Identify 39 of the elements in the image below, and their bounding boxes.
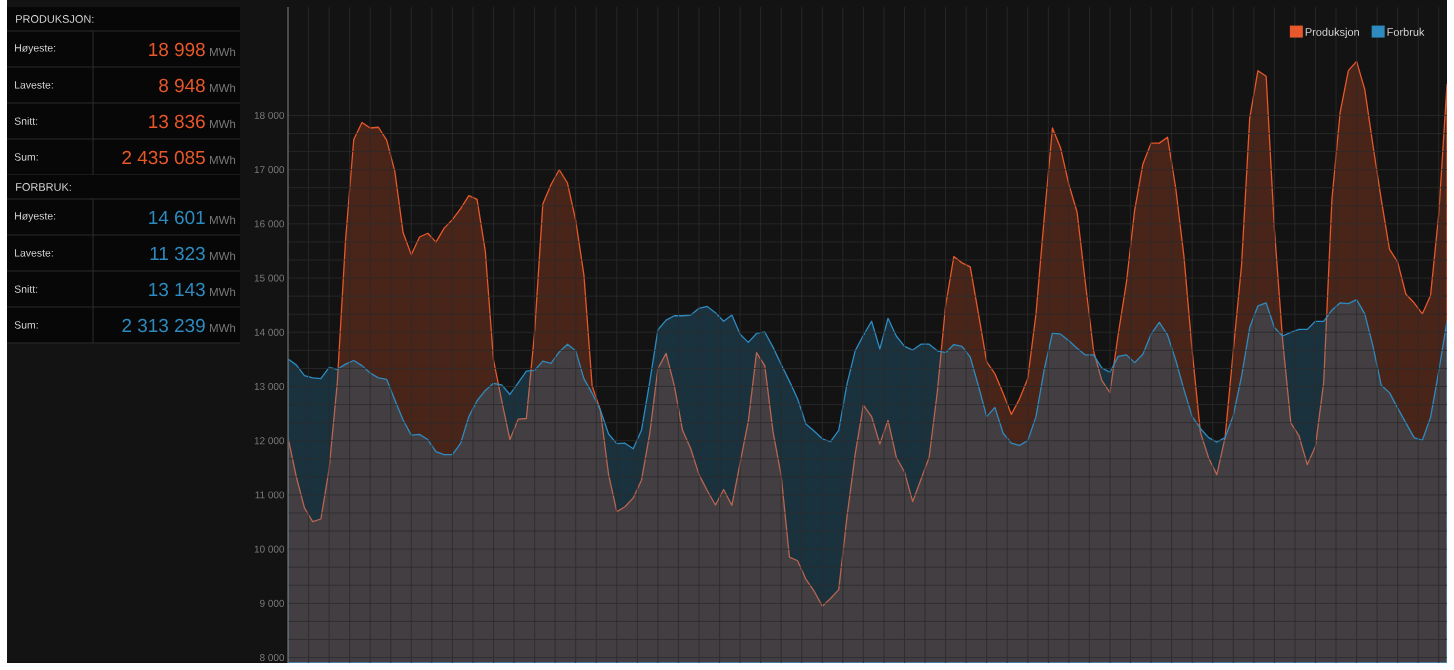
y-tick-label: 9 000 (260, 599, 285, 607)
text: MWh (210, 287, 236, 297)
text: Snitt: (14, 285, 38, 293)
text: 13 836 (149, 114, 205, 129)
text: Laveste: (15, 249, 53, 257)
y-tick-label: 11 000 (255, 491, 285, 499)
text: Høyeste: (15, 44, 56, 54)
y-tick-label: 12 000 (254, 437, 285, 445)
text: 18 998 (149, 42, 205, 57)
text: Sum: (14, 153, 38, 161)
y-tick-label: 13 000 (254, 383, 285, 391)
text: 11 323 (150, 246, 205, 261)
y-tick-label: 15 000 (254, 274, 285, 282)
y-tick-label: 8 000 (260, 654, 285, 662)
text: Høyeste: (15, 212, 56, 222)
text: Snitt: (14, 117, 38, 125)
y-tick-label: 10 000 (254, 545, 285, 553)
text: 2 435 085 (122, 150, 205, 165)
text: MWh (210, 119, 236, 129)
y-tick-label: 17 000 (254, 166, 285, 174)
y-tick-label: 16 000 (254, 220, 285, 228)
text: 2 313 239 (122, 318, 205, 333)
text: Laveste: (15, 81, 53, 89)
y-tick-label: 14 000 (254, 328, 285, 336)
text: 13 143 (149, 282, 205, 297)
text: FORBRUK: (16, 183, 71, 191)
text: MWh (210, 155, 236, 165)
text: MWh (210, 323, 236, 333)
legend-label: Produksjon (1305, 27, 1359, 39)
text: 8 948 (159, 78, 205, 93)
text: MWh (210, 83, 236, 93)
legend-label: Forbruk (1387, 27, 1425, 36)
text: PRODUKSJON: (16, 15, 94, 23)
text: MWh (210, 47, 236, 57)
text: MWh (210, 215, 236, 225)
text: MWh (210, 251, 236, 261)
y-tick-label: 18 000 (254, 111, 285, 120)
text: Sum: (14, 321, 38, 329)
text: 14 601 (149, 210, 205, 225)
